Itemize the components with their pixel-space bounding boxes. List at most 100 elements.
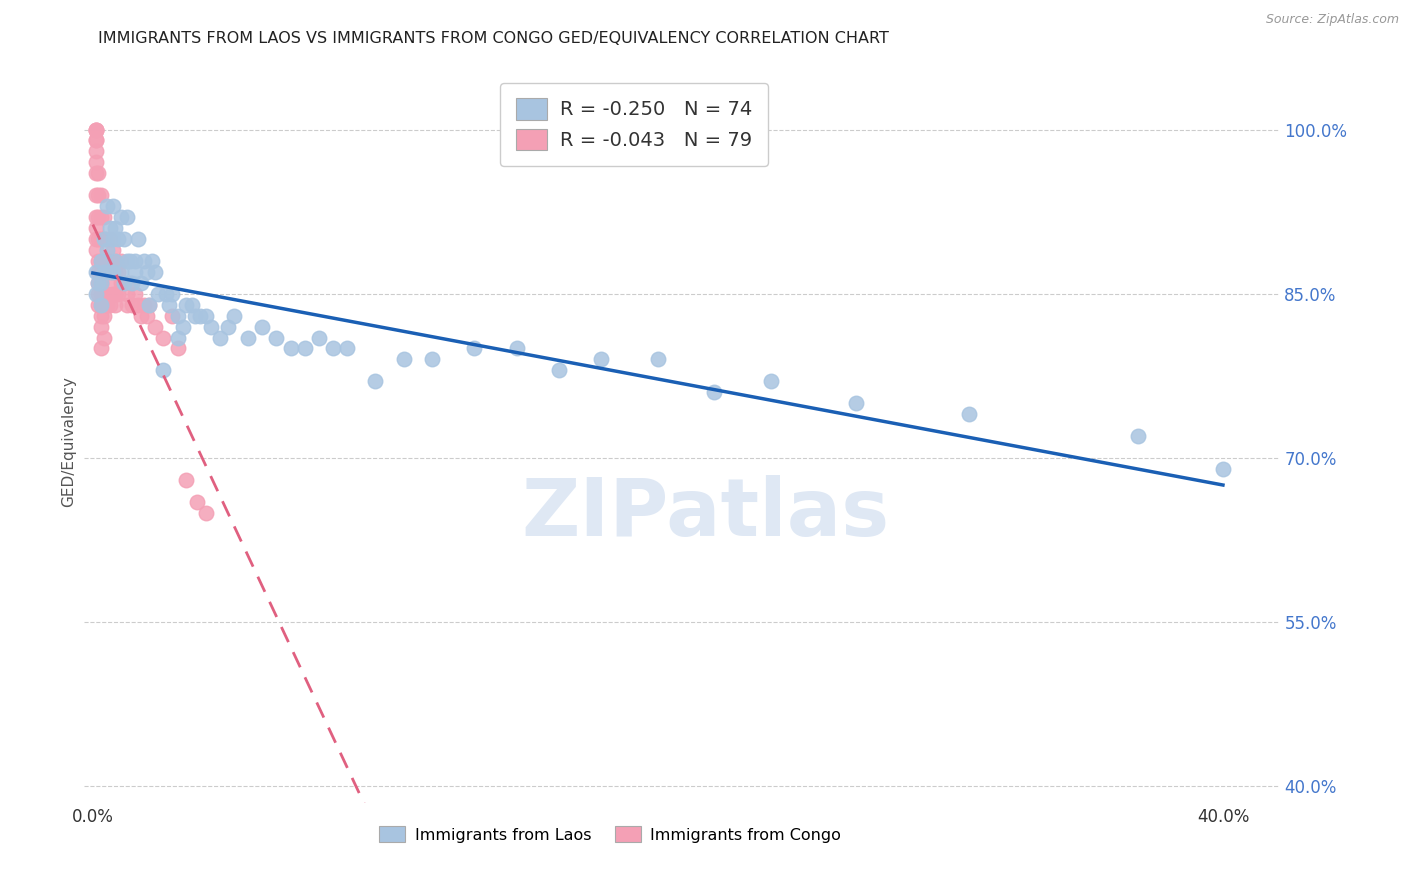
Point bbox=[208, 330, 231, 344]
Point bbox=[101, 243, 124, 257]
Point bbox=[96, 298, 118, 312]
Point bbox=[98, 298, 121, 312]
Point bbox=[98, 265, 121, 279]
Point bbox=[174, 473, 197, 487]
Point bbox=[84, 265, 107, 279]
Point bbox=[118, 276, 141, 290]
Point bbox=[110, 276, 132, 290]
Point bbox=[759, 375, 782, 389]
Point bbox=[101, 265, 124, 279]
Point bbox=[138, 298, 160, 312]
Point bbox=[93, 253, 115, 268]
Point bbox=[93, 210, 115, 224]
Point bbox=[194, 506, 217, 520]
Point bbox=[336, 342, 359, 356]
Point bbox=[96, 243, 118, 257]
Point bbox=[166, 309, 188, 323]
Point bbox=[90, 309, 112, 323]
Point bbox=[166, 342, 188, 356]
Point bbox=[84, 133, 107, 147]
Point bbox=[146, 286, 169, 301]
Point bbox=[93, 309, 115, 323]
Point bbox=[87, 265, 110, 279]
Point bbox=[143, 319, 166, 334]
Point bbox=[957, 407, 980, 421]
Point bbox=[84, 122, 107, 136]
Point bbox=[87, 253, 110, 268]
Point bbox=[200, 319, 222, 334]
Point bbox=[110, 210, 132, 224]
Point bbox=[152, 363, 174, 377]
Point bbox=[87, 188, 110, 202]
Point bbox=[84, 155, 107, 169]
Point bbox=[157, 298, 180, 312]
Point bbox=[84, 188, 107, 202]
Point bbox=[188, 309, 211, 323]
Point bbox=[308, 330, 330, 344]
Point bbox=[87, 276, 110, 290]
Point bbox=[135, 309, 157, 323]
Point bbox=[90, 188, 112, 202]
Point bbox=[90, 210, 112, 224]
Point bbox=[93, 286, 115, 301]
Point bbox=[252, 319, 274, 334]
Legend: Immigrants from Laos, Immigrants from Congo: Immigrants from Laos, Immigrants from Co… bbox=[373, 820, 848, 849]
Point bbox=[420, 352, 443, 367]
Point bbox=[90, 253, 112, 268]
Point bbox=[93, 298, 115, 312]
Point bbox=[96, 265, 118, 279]
Point bbox=[132, 253, 155, 268]
Point bbox=[98, 221, 121, 235]
Point bbox=[112, 276, 135, 290]
Point bbox=[104, 253, 127, 268]
Point bbox=[87, 210, 110, 224]
Point bbox=[87, 166, 110, 180]
Point bbox=[96, 253, 118, 268]
Point bbox=[104, 253, 127, 268]
Point bbox=[112, 232, 135, 246]
Y-axis label: GED/Equivalency: GED/Equivalency bbox=[60, 376, 76, 507]
Point bbox=[90, 298, 112, 312]
Point bbox=[392, 352, 415, 367]
Point bbox=[107, 265, 129, 279]
Point bbox=[238, 330, 260, 344]
Point bbox=[90, 276, 112, 290]
Point bbox=[121, 276, 143, 290]
Point bbox=[104, 298, 127, 312]
Point bbox=[115, 210, 138, 224]
Point bbox=[90, 276, 112, 290]
Point bbox=[505, 342, 527, 356]
Point bbox=[115, 253, 138, 268]
Point bbox=[143, 265, 166, 279]
Point bbox=[174, 298, 197, 312]
Point bbox=[101, 199, 124, 213]
Point bbox=[294, 342, 316, 356]
Point bbox=[141, 253, 163, 268]
Point bbox=[1212, 462, 1234, 476]
Point bbox=[96, 286, 118, 301]
Text: Source: ZipAtlas.com: Source: ZipAtlas.com bbox=[1265, 13, 1399, 27]
Point bbox=[96, 199, 118, 213]
Point bbox=[93, 232, 115, 246]
Point bbox=[160, 286, 183, 301]
Point bbox=[98, 232, 121, 246]
Point bbox=[84, 243, 107, 257]
Point bbox=[84, 122, 107, 136]
Point bbox=[172, 319, 194, 334]
Point bbox=[115, 286, 138, 301]
Point bbox=[152, 330, 174, 344]
Point bbox=[90, 298, 112, 312]
Point bbox=[463, 342, 485, 356]
Point bbox=[84, 166, 107, 180]
Point bbox=[166, 330, 188, 344]
Point bbox=[104, 221, 127, 235]
Point bbox=[101, 232, 124, 246]
Point bbox=[129, 276, 152, 290]
Point bbox=[155, 286, 177, 301]
Point bbox=[110, 253, 132, 268]
Point bbox=[87, 298, 110, 312]
Point bbox=[90, 253, 112, 268]
Point bbox=[121, 298, 143, 312]
Point bbox=[224, 309, 246, 323]
Point bbox=[183, 309, 205, 323]
